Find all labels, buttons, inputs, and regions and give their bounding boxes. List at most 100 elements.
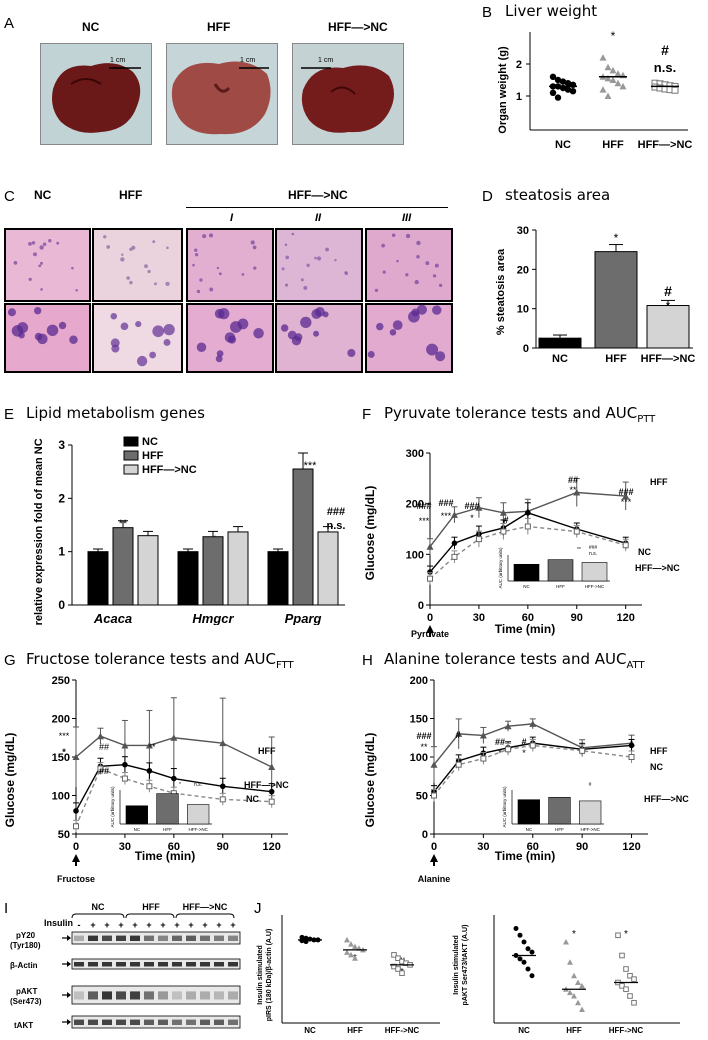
- insulin-sign: +: [160, 920, 165, 930]
- data-point: [559, 78, 567, 85]
- annotation: ##: [568, 475, 578, 485]
- y-axis-label: Glucose (mg/dL): [3, 733, 17, 828]
- data-point: [475, 504, 483, 511]
- inset-bar: [125, 805, 148, 825]
- chart-title-subscript: ATT: [626, 660, 645, 671]
- scalebar-label: 1 cm: [318, 57, 334, 64]
- data-point: [609, 66, 617, 74]
- data-point: [352, 955, 358, 961]
- data-point: [622, 492, 630, 500]
- liver-image: [52, 63, 141, 133]
- series-label: NC: [638, 547, 651, 557]
- subgroup-label: II: [315, 212, 322, 224]
- histology-hffnc-3-low: [365, 228, 453, 302]
- insulin-sign: +: [216, 920, 221, 930]
- y-tick-label: 200: [410, 675, 428, 687]
- x-tick-label: HFF—>NC: [638, 139, 693, 151]
- y-tick-label: 20: [517, 264, 529, 276]
- x-tick-label: NC: [552, 353, 568, 365]
- inset-tick-label: HFF: [556, 584, 565, 589]
- pakt-chart: Insulin stimulated pAKT Ser473/tAKT (A.U…: [453, 915, 680, 1035]
- series-line: [433, 744, 632, 796]
- data-point: [567, 959, 573, 965]
- inset-tick-label: NC: [134, 827, 141, 832]
- blot-band: [144, 935, 154, 941]
- row-label: tAKT: [14, 1021, 33, 1030]
- data-point: [623, 986, 629, 993]
- data-point: [628, 754, 635, 760]
- panel-label-d: D: [482, 188, 493, 205]
- blot-band: [186, 1019, 196, 1025]
- data-point: [609, 76, 617, 83]
- blot-band: [102, 962, 112, 967]
- blot-band: [74, 991, 84, 1000]
- group-label: HFF: [142, 902, 160, 912]
- inset-annotation: **: [577, 547, 581, 553]
- data-point: [604, 92, 612, 99]
- annotation: ##: [99, 766, 109, 776]
- blot-band: [130, 962, 140, 967]
- blot-band: [130, 991, 140, 1000]
- data-point: [529, 949, 535, 955]
- annotation: ***: [419, 516, 430, 526]
- data-point: [564, 80, 572, 87]
- data-point: [622, 542, 629, 549]
- blot-band: [88, 962, 98, 967]
- annotation: *: [498, 748, 502, 758]
- data-point: [513, 926, 519, 931]
- data-point: [451, 540, 458, 546]
- blot-band: [172, 1019, 182, 1025]
- panel-label-j: J: [254, 900, 262, 917]
- blot-band: [88, 991, 98, 1000]
- annotation: ###: [327, 506, 345, 518]
- data-point: [219, 783, 226, 790]
- insulin-sign: +: [104, 920, 109, 930]
- x-tick-label: HFF->NC: [385, 1026, 420, 1035]
- data-point: [97, 765, 104, 772]
- x-tick-label: Hmgcr: [192, 611, 234, 625]
- row-label: pY20: [16, 931, 36, 940]
- data-point: [599, 54, 607, 61]
- inset-tick-label: HFF->NC: [585, 584, 605, 589]
- data-point: [268, 763, 276, 771]
- insulin-sign: +: [174, 920, 179, 930]
- histology-hffnc-3-high: [365, 303, 453, 373]
- blot-band: [172, 991, 182, 1000]
- chart-title-subscript: PTT: [637, 414, 656, 425]
- x-tick-label: Pparg: [285, 611, 322, 625]
- blot-band: [158, 1019, 168, 1025]
- inset-y-label: AUC (arbitrary units): [498, 547, 503, 589]
- series-label: HFF: [258, 746, 276, 756]
- data-point: [479, 731, 487, 739]
- data-point: [564, 86, 572, 93]
- group-label: HFF: [207, 20, 231, 34]
- data-point: [573, 489, 581, 496]
- blot-band: [116, 935, 126, 941]
- x-tick-label: HFF: [566, 1026, 582, 1035]
- data-point: [517, 932, 523, 938]
- inset-bar: [187, 804, 210, 825]
- data-point: [529, 720, 537, 727]
- y-tick-label: 100: [410, 752, 428, 764]
- histology-hffnc-2-low: [275, 228, 363, 302]
- y-tick-label: 200: [52, 714, 70, 726]
- x-tick-label: HFF: [347, 1026, 363, 1035]
- data-point: [614, 79, 622, 87]
- chart-title: Lipid metabolism genes: [26, 404, 205, 422]
- data-point: [575, 999, 581, 1006]
- x-tick-label: HFF: [605, 353, 627, 365]
- blot-band: [186, 991, 196, 1000]
- western-blot: NC HFF HFF—>NC Insulin pY20 (Tyr180) β-A…: [10, 902, 241, 1030]
- x-tick-label: 60: [168, 841, 180, 853]
- bar: [538, 337, 582, 349]
- liver-photo-hffnc: [292, 43, 404, 145]
- blot-band: [186, 935, 196, 941]
- data-point: [529, 973, 535, 979]
- blot-band: [228, 1019, 238, 1025]
- annotation: n.s.: [654, 60, 676, 75]
- data-point: [571, 972, 577, 979]
- x-tick-label: 90: [571, 612, 583, 624]
- data-point: [146, 783, 153, 790]
- data-point: [395, 966, 401, 972]
- panel-label-c: C: [4, 188, 15, 205]
